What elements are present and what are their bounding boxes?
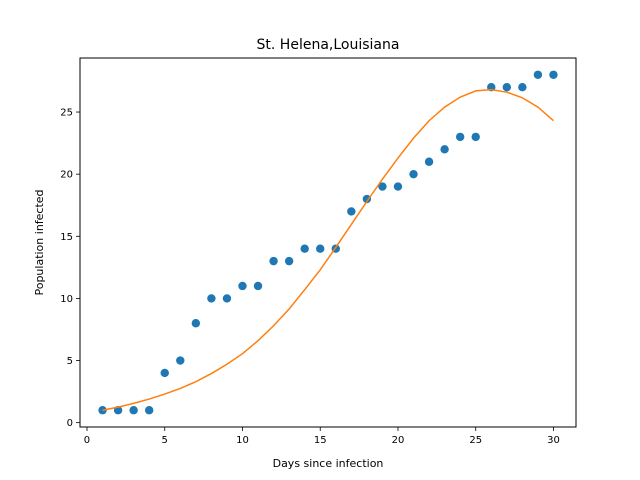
chart-title: St. Helena,Louisiana [257,37,400,53]
data-point [424,157,434,166]
data-point [129,406,138,415]
data-point [409,169,418,179]
data-point [300,244,309,253]
y-axis-label: Population infected [33,189,46,295]
x-tick-label: 30 [547,435,560,446]
data-point [549,70,558,79]
x-tick-label: 5 [162,435,168,446]
data-point [207,294,216,303]
data-point [98,406,107,415]
data-point [347,207,356,216]
plot-frame [79,57,577,428]
y-tick-label: 25 [60,108,73,119]
data-point [440,145,449,154]
data-point [378,182,387,191]
data-point [222,294,232,303]
data-point [191,319,201,328]
data-point [316,244,325,253]
y-tick-label: 0 [67,418,73,429]
y-tick-label: 5 [67,356,73,367]
data-point [238,281,247,291]
x-axis-label: Days since infection [273,457,384,470]
data-point [362,194,372,204]
y-tick-label: 10 [60,294,73,305]
x-axis-ticks: 0 5 10 15 20 25 30 [84,427,560,446]
data-point [518,82,527,92]
data-point [393,182,403,191]
data-point [284,256,294,266]
data-point [502,82,512,92]
y-tick-label: 20 [60,170,73,181]
plot-marks [98,70,558,415]
x-tick-label: 20 [392,435,405,446]
data-point [160,368,169,378]
data-point [253,281,263,291]
x-tick-label: 0 [84,435,90,446]
data-point [176,356,185,365]
y-tick-label: 15 [60,232,73,243]
data-point [269,256,278,266]
data-point [144,406,154,415]
data-point [471,132,480,142]
y-axis-ticks: 0 5 10 15 20 25 [60,108,80,429]
x-tick-label: 25 [469,435,482,446]
x-tick-label: 15 [314,435,327,446]
data-point [533,70,543,79]
x-tick-label: 10 [236,435,249,446]
data-point [455,132,465,142]
fit-line [102,88,554,411]
